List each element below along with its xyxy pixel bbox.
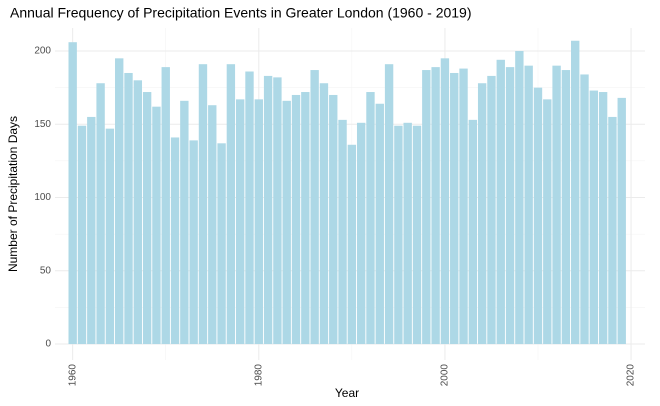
bar [282, 100, 291, 345]
bar [87, 116, 96, 345]
bar [189, 140, 198, 345]
bar [226, 64, 236, 345]
bar [319, 83, 329, 345]
bar [96, 83, 105, 345]
bar [524, 65, 533, 345]
bar [329, 94, 338, 345]
y-tick-label: 100 [34, 192, 51, 203]
bar [608, 116, 617, 345]
bar [77, 125, 87, 345]
bar [459, 68, 468, 345]
bar [208, 105, 217, 345]
bar [384, 64, 394, 345]
bar [580, 74, 589, 345]
bar [487, 75, 496, 345]
y-axis-title: Number of Precipitation Days [6, 116, 20, 272]
y-tick-label: 150 [34, 119, 51, 130]
bar [412, 125, 422, 345]
x-tick-label: 1960 [67, 364, 78, 387]
bar [598, 92, 608, 345]
bar [245, 71, 254, 345]
bar [68, 42, 77, 345]
bar [496, 59, 505, 345]
bar [170, 137, 180, 345]
bar [422, 70, 431, 345]
bar [533, 87, 543, 345]
bar [431, 67, 440, 345]
bar [468, 119, 478, 345]
bar [617, 97, 626, 345]
bar [217, 143, 226, 345]
bar [505, 67, 515, 345]
bar [515, 51, 524, 345]
bar [477, 83, 487, 345]
bar [124, 72, 133, 345]
bar [543, 99, 552, 345]
bar [403, 122, 412, 345]
bar [105, 128, 115, 345]
bar [236, 99, 245, 345]
y-tick-label: 200 [34, 46, 51, 57]
bar [133, 80, 143, 345]
bar [571, 40, 580, 345]
bar [180, 100, 189, 345]
bar [254, 99, 263, 345]
x-tick-label: 1980 [253, 364, 264, 387]
bar [338, 119, 347, 345]
bar [310, 70, 319, 345]
bar [375, 103, 384, 345]
bar [356, 122, 366, 345]
bar [450, 72, 459, 345]
bar [440, 58, 450, 345]
x-tick-label: 2000 [440, 364, 451, 387]
bar [394, 125, 403, 345]
bar [198, 64, 208, 345]
x-tick-label: 2020 [626, 364, 637, 387]
bar [552, 65, 561, 345]
bar [161, 67, 170, 345]
bar [301, 92, 310, 345]
chart-title: Annual Frequency of Precipitation Events… [10, 5, 472, 21]
bar [115, 58, 124, 345]
bar [561, 70, 571, 345]
bar [589, 90, 599, 345]
x-axis-title: Year [335, 386, 359, 400]
bar [152, 106, 161, 345]
bar [366, 92, 375, 345]
y-tick-label: 0 [45, 339, 51, 350]
y-tick-label: 50 [40, 265, 52, 276]
bar [273, 77, 282, 345]
bar [347, 144, 357, 345]
bar [291, 94, 301, 345]
bar [263, 75, 273, 345]
bar [142, 92, 152, 345]
